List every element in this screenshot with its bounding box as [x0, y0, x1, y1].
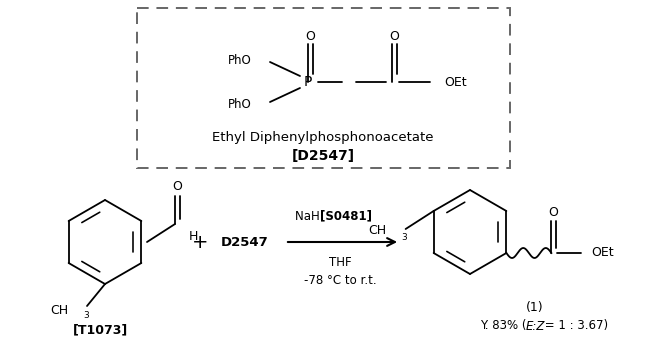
Text: O: O [305, 30, 315, 42]
Text: NaH: NaH [295, 209, 323, 222]
Text: PhO: PhO [228, 53, 252, 67]
Text: [T1073]: [T1073] [73, 324, 127, 336]
Text: P: P [303, 75, 312, 89]
Text: O: O [389, 30, 399, 42]
Text: OEt: OEt [444, 75, 467, 89]
Text: CH: CH [50, 304, 68, 316]
Text: [D2547]: [D2547] [291, 149, 355, 163]
Text: H: H [189, 230, 198, 243]
Text: [S0481]: [S0481] [320, 209, 372, 222]
FancyArrowPatch shape [287, 238, 395, 246]
Text: CH: CH [368, 225, 387, 237]
Text: 3: 3 [402, 232, 408, 241]
Text: -78 °C to r.t.: -78 °C to r.t. [303, 273, 376, 287]
Text: O: O [172, 180, 182, 194]
Text: = 1 : 3.67): = 1 : 3.67) [541, 319, 608, 333]
Text: E:Z: E:Z [526, 319, 546, 333]
Text: THF: THF [329, 256, 352, 268]
Text: D2547: D2547 [221, 236, 269, 248]
Text: O: O [548, 205, 558, 219]
Text: Ethyl Diphenylphosphonoacetate: Ethyl Diphenylphosphonoacetate [212, 131, 434, 145]
Text: OEt: OEt [592, 246, 614, 260]
Text: PhO: PhO [228, 98, 252, 110]
Text: Y. 83% (: Y. 83% ( [480, 319, 526, 333]
Text: 3: 3 [83, 310, 89, 319]
Text: +: + [191, 232, 208, 251]
Bar [137, 8, 510, 168]
Text: (1): (1) [526, 302, 544, 314]
